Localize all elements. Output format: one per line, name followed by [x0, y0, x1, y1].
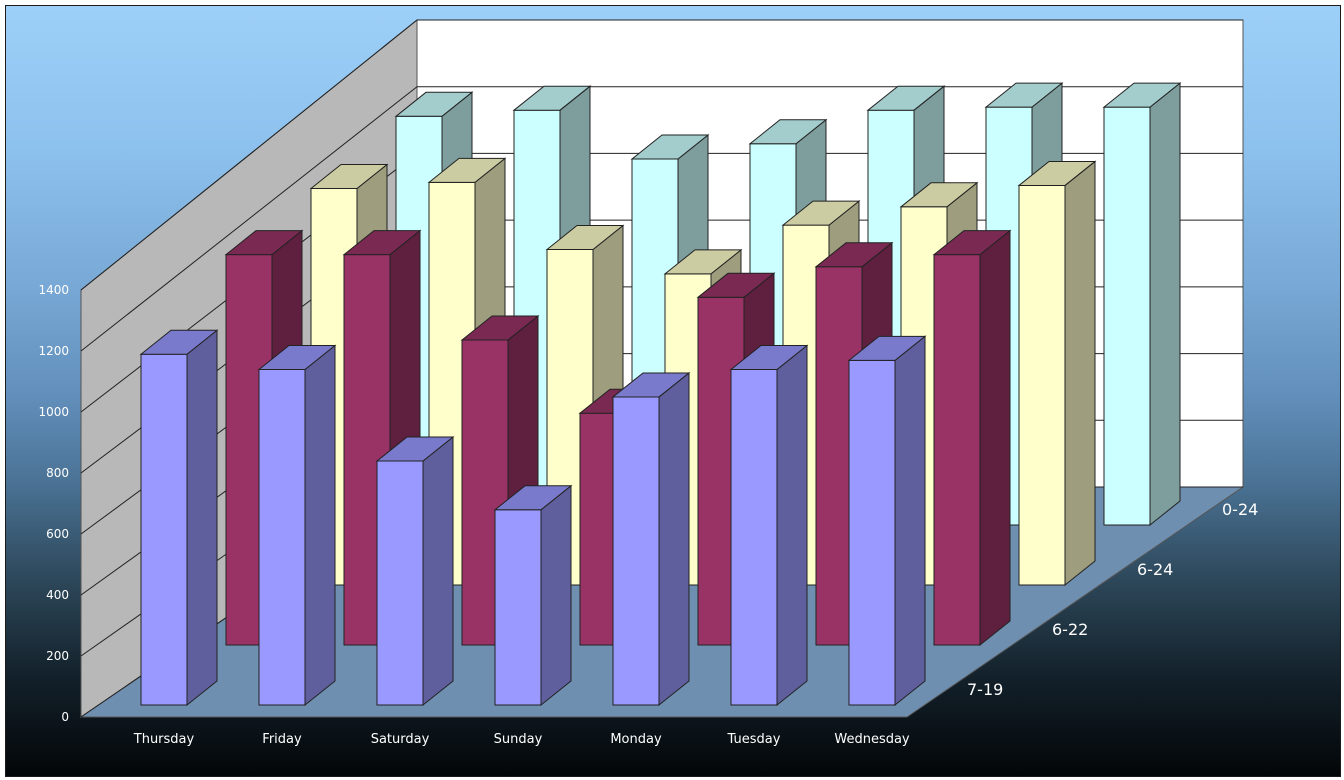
x-tick-label: Tuesday	[727, 732, 781, 747]
bar-top	[932, 230, 1012, 256]
bars	[139, 82, 1182, 707]
y-tick-label: 1400	[38, 283, 69, 297]
bar-7-19-Wednesday	[848, 359, 896, 706]
bar-top	[899, 182, 979, 208]
x-tick-label: Saturday	[371, 732, 430, 747]
y-tick-label: 200	[46, 649, 69, 663]
bar-top	[460, 315, 540, 341]
bar-7-19-Saturday	[376, 460, 424, 706]
bar-top	[224, 230, 304, 256]
bar-top	[394, 91, 474, 117]
x-tick-label: Monday	[610, 732, 662, 747]
x-tick-label: Wednesday	[834, 732, 910, 747]
bar-side	[422, 435, 454, 707]
bar-top	[309, 164, 389, 189]
x-tick-label: Sunday	[494, 732, 543, 747]
bar-top	[781, 200, 861, 226]
bar-top	[257, 345, 337, 370]
y-tick-label: 600	[46, 527, 69, 541]
bar-side	[894, 335, 926, 707]
bar-top	[1102, 82, 1182, 108]
series-label: 7-19	[967, 680, 1003, 699]
bar-side	[304, 344, 336, 707]
bar-top	[847, 335, 927, 361]
chart-title: Automatic Classified Counts	[436, 42, 819, 70]
bar-top	[427, 157, 507, 183]
bar-7-19-Sunday	[494, 509, 542, 706]
bar-top	[139, 329, 219, 355]
y-tick-label: 1200	[38, 344, 69, 358]
bar-top	[342, 230, 422, 256]
bar-side	[540, 484, 572, 707]
gridline	[80, 19, 1243, 291]
y-tick-label: 1000	[38, 405, 69, 419]
bar-top	[1017, 160, 1097, 186]
bar-0-24-Wednesday	[1103, 106, 1151, 526]
x-tick-label: Friday	[262, 732, 302, 747]
x-tick-label: Thursday	[133, 732, 195, 747]
bar-top	[748, 119, 828, 145]
bar-top	[545, 225, 625, 250]
bar-top	[729, 345, 809, 370]
bar-top	[611, 372, 691, 398]
gridline	[80, 86, 1243, 352]
chart-svg: 0 200 400 600 800 1000 1200 1400 Thursday Friday S…	[38, 18, 1258, 747]
bar-6-24-Wednesday	[1018, 184, 1066, 586]
bar-7-19-Monday	[612, 396, 660, 706]
bar-side	[979, 229, 1011, 647]
bar-top	[984, 82, 1064, 108]
bar-top	[512, 85, 592, 111]
bar-top	[630, 134, 710, 160]
y-tick-label: 800	[46, 466, 69, 480]
y-tick-label: 0	[61, 710, 69, 724]
bar-top	[493, 485, 573, 511]
series-label: 0-24	[1222, 500, 1258, 519]
y-tick-label: 400	[46, 588, 69, 602]
bar-side	[776, 344, 808, 707]
bar-side	[1149, 82, 1181, 527]
axis-labels: 0 200 400 600 800 1000 1200 1400 Thursday Friday S…	[38, 283, 1258, 747]
chart-frame: 0 200 400 600 800 1000 1200 1400 Thursday Friday S…	[5, 5, 1341, 777]
series-label: 6-22	[1052, 620, 1088, 639]
bar-7-19-Friday	[258, 369, 306, 706]
bar-7-19-Tuesday	[730, 369, 778, 706]
bar-side	[658, 371, 690, 707]
bar-top	[696, 272, 776, 298]
bar-top	[814, 242, 894, 268]
bar-top	[866, 85, 946, 111]
bar-7-19-Thursday	[140, 353, 188, 706]
bar-6-22-Wednesday	[933, 254, 981, 646]
bar-top	[663, 249, 743, 275]
bar-top	[375, 436, 455, 462]
bar-side	[186, 329, 218, 707]
series-label: 6-24	[1137, 560, 1173, 579]
bar-side	[1064, 160, 1096, 587]
